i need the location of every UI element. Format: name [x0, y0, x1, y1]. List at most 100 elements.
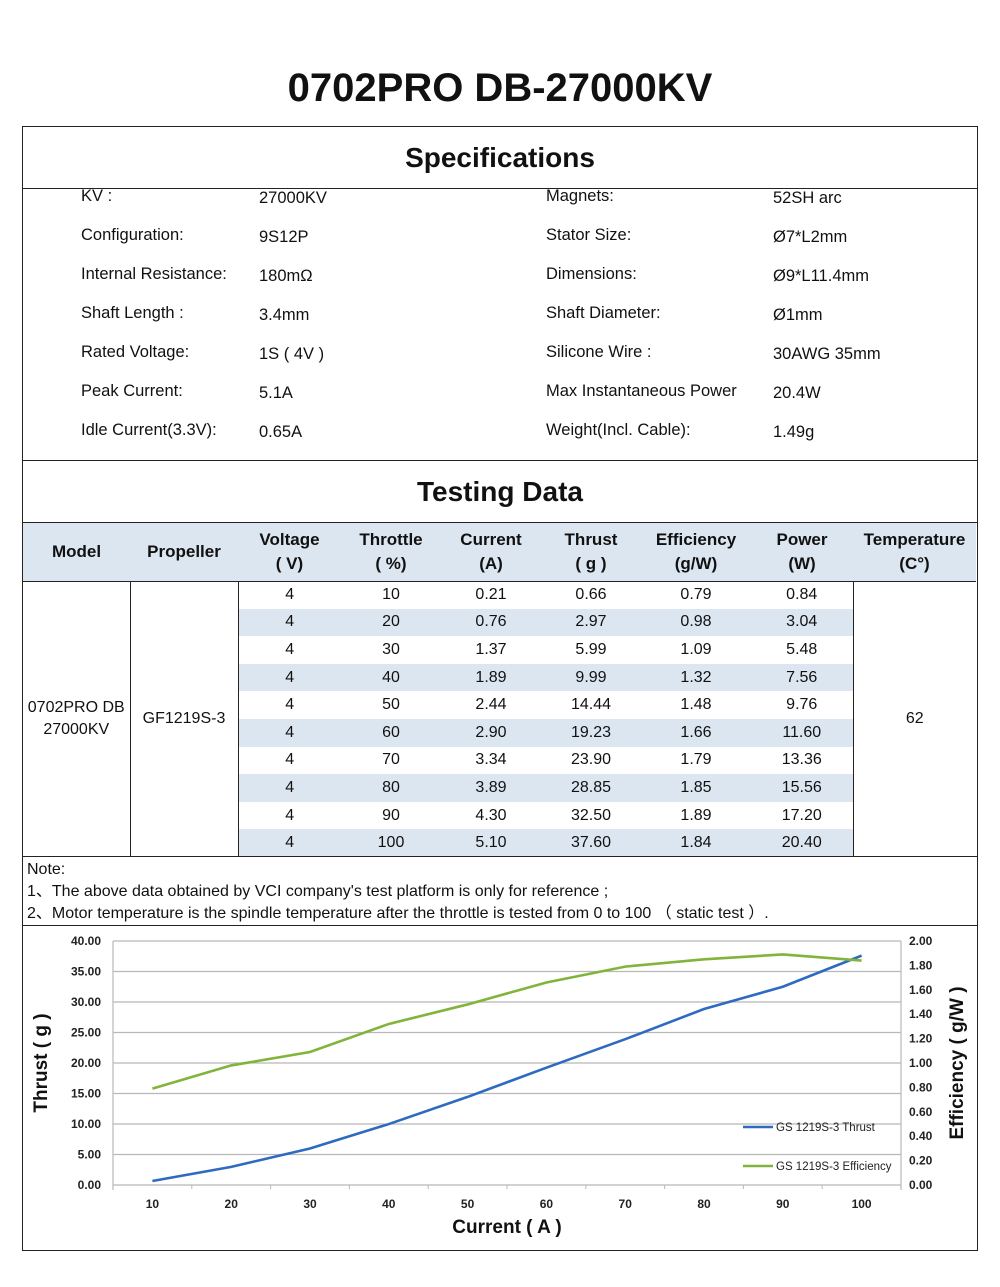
y-tick-label: 10.00 [71, 1117, 101, 1131]
table-cell: 3.04 [751, 608, 853, 637]
table-row: 4 70 3.34 23.90 1.79 13.36 [23, 747, 976, 775]
spec-value: 52SH arc [773, 189, 842, 207]
table-cell: 4 [285, 751, 295, 769]
column-header: Model [23, 523, 130, 582]
column-header: Efficiency (g/W) [641, 523, 751, 582]
divider [23, 856, 977, 857]
testing-data-heading: Testing Data [23, 461, 977, 523]
table-cell: 50 [382, 696, 400, 714]
table-cell: 17.20 [781, 806, 822, 824]
x-tick-label: 10 [146, 1197, 160, 1211]
column-header-unit: ( %) [375, 553, 407, 573]
table-cell: 80 [341, 774, 441, 802]
table-cell: 4 [238, 829, 341, 857]
column-header: Propeller [130, 523, 238, 582]
column-header-label: Model [51, 541, 102, 561]
spec-value: 9S12P [259, 228, 309, 246]
table-cell: 30 [382, 640, 400, 658]
table-cell: 9.99 [541, 663, 641, 692]
spec-value: Ø7*L2mm [773, 228, 848, 246]
table-cell: 1.66 [641, 718, 751, 747]
y-tick-label: 15.00 [71, 1087, 101, 1101]
column-header-label: Throttle [359, 529, 423, 549]
table-cell: 32.50 [570, 806, 612, 824]
y-tick-label: 30.00 [71, 995, 101, 1009]
spec-value: 1S ( 4V ) [259, 345, 325, 363]
table-cell: 0.76 [441, 608, 541, 637]
table-row: 4 20 0.76 2.97 0.98 3.04 [23, 608, 976, 637]
column-header-unit: (C°) [899, 553, 930, 573]
spec-label: Peak Current: [81, 382, 183, 400]
column-header-unit: (W) [788, 553, 816, 573]
spec-label: Rated Voltage: [81, 343, 190, 361]
table-cell: 0.21 [475, 586, 507, 604]
y-tick-label: 25.00 [71, 1026, 101, 1040]
note-line: 2、Motor temperature is the spindle tempe… [27, 905, 769, 922]
table-cell: 1.89 [441, 663, 541, 692]
table-row: 4 100 5.10 37.60 1.84 20.40 [23, 829, 976, 857]
y-right-tick-label: 0.60 [909, 1105, 933, 1119]
propeller-cell: GF1219S-3 [130, 581, 239, 857]
series-line-efficiency [152, 953, 862, 1090]
table-cell: 23.90 [570, 751, 612, 769]
divider [23, 460, 977, 461]
spec-label: Weight(Incl. Cable): [546, 421, 691, 439]
table-cell: 1.48 [680, 696, 712, 714]
column-header: Power (W) [751, 523, 853, 582]
column-header: Throttle ( %) [341, 523, 441, 582]
table-cell: 4 [238, 663, 341, 692]
column-header-unit: ( g ) [575, 553, 607, 573]
y-right-tick-label: 1.00 [909, 1056, 933, 1070]
table-cell: 20 [341, 608, 441, 637]
model-cell: 0702PRO DB 27000KV [23, 581, 131, 857]
column-header-label: Thrust [564, 529, 618, 549]
table-cell: 28.85 [541, 774, 641, 802]
spec-value: Ø1mm [773, 306, 823, 324]
table-cell: 2.44 [475, 696, 507, 714]
table-cell: 37.60 [541, 829, 641, 857]
column-header-unit: (A) [479, 553, 503, 573]
spec-value: 1.49g [773, 423, 815, 441]
table-cell: 19.23 [541, 718, 641, 747]
spec-value: 30AWG 35mm [773, 345, 881, 363]
table-row: 4 80 3.89 28.85 1.85 15.56 [23, 774, 976, 802]
legend-label: GS 1219S-3 Efficiency [776, 1161, 892, 1173]
spec-value: 0.65A [259, 423, 303, 441]
table-cell: 4 [238, 774, 341, 802]
table-cell: 2.90 [441, 718, 541, 747]
x-tick-label: 70 [619, 1197, 633, 1211]
x-tick-label: 50 [461, 1197, 475, 1211]
column-header-unit: (g/W) [674, 553, 718, 573]
spec-label: Shaft Diameter: [546, 304, 661, 322]
table-cell: 11.60 [751, 718, 853, 747]
column-header-label: Efficiency [655, 529, 737, 549]
spec-value: Ø9*L11.4mm [773, 267, 869, 285]
x-tick-label: 30 [303, 1197, 317, 1211]
column-header: Thrust ( g ) [541, 523, 641, 582]
y-right-tick-label: 0.20 [909, 1154, 933, 1168]
spec-label: KV : [81, 187, 113, 205]
page-title: 0702PRO DB-27000KV [287, 66, 713, 110]
column-header-label: Voltage [259, 529, 320, 549]
y-right-axis-title: Efficiency ( g/W ) [947, 986, 968, 1139]
x-tick-label: 40 [382, 1197, 396, 1211]
table-row: 4 60 2.90 19.23 1.66 11.60 [23, 718, 976, 747]
y-right-tick-label: 0.80 [909, 1080, 933, 1094]
y-right-tick-label: 1.80 [909, 958, 933, 972]
thrust-efficiency-chart: 0.00 5.00 10.00 15.00 20.00 25.00 30.00 35.00 40… [31, 934, 968, 1238]
column-header-label: Current [460, 529, 522, 549]
table-cell: 40 [341, 663, 441, 692]
table-cell: 2.97 [541, 608, 641, 637]
specifications-heading: Specifications [23, 127, 977, 189]
table-cell: 90 [382, 806, 400, 824]
spec-value: 180mΩ [259, 267, 313, 285]
table-cell: 0.84 [786, 586, 818, 604]
testing-data-table: Model Propeller Voltage ( V) Throttle ( %) Cur… [23, 523, 976, 857]
spec-label: Max Instantaneous Power [546, 382, 737, 400]
note-line: 1、The above data obtained by VCI company… [27, 883, 609, 900]
table-row: 4 30 1.37 5.99 1.09 5.48 [23, 636, 976, 664]
table-cell: 5.99 [575, 640, 607, 658]
x-tick-label: 20 [225, 1197, 239, 1211]
y-tick-label: 35.00 [71, 965, 101, 979]
table-cell: 5.48 [786, 640, 818, 658]
